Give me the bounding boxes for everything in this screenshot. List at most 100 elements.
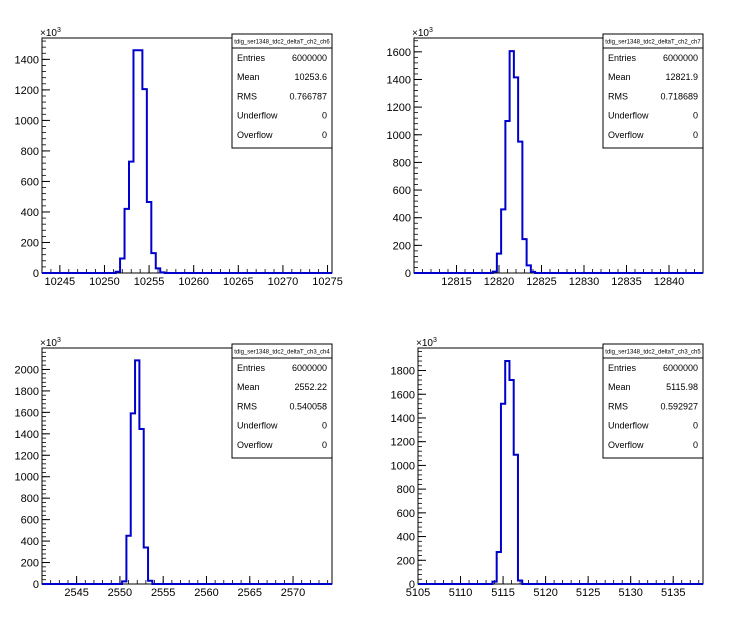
- stats-value: 0: [693, 421, 698, 431]
- x-tick-label: 10245: [45, 276, 76, 288]
- stats-label: Underflow: [608, 421, 649, 431]
- x-tick-label: 12835: [611, 276, 642, 288]
- stats-label: RMS: [237, 91, 257, 101]
- stats-value: 6000000: [292, 53, 327, 63]
- y-tick-label: 200: [21, 237, 39, 249]
- stats-label: Entries: [608, 53, 637, 63]
- stats-label: Underflow: [237, 421, 278, 431]
- y-tick-label: 1200: [391, 437, 415, 449]
- y-tick-label: 1000: [387, 130, 411, 142]
- histogram-outline: [418, 360, 703, 585]
- x-tick-label: 12840: [654, 276, 685, 288]
- stats-label: Overflow: [237, 130, 273, 140]
- histogram-panel-ch3-ch5: 0 200 400 600 800 1000 1200 1400 1600 1800 5105 511…: [391, 337, 704, 599]
- y-tick-label: 0: [405, 268, 411, 280]
- y-tick-label: 600: [21, 176, 39, 188]
- histogram-panel-ch3-ch4: 0 200 400 600 800 1000 1200 1400 1600 1800 2000 254…: [15, 337, 333, 599]
- stats-label: Overflow: [237, 440, 273, 450]
- x-tick-label: 12830: [569, 276, 600, 288]
- y-tick-label: 1000: [15, 115, 39, 127]
- y-tick-label: 1200: [15, 450, 39, 462]
- stats-label: Overflow: [608, 440, 644, 450]
- stats-label: Entries: [237, 53, 266, 63]
- y-tick-label: 0: [409, 579, 415, 591]
- stats-value: 6000000: [663, 363, 698, 373]
- stats-box-title: tdig_ser1348_tdc2_deltaT_ch3_ch5: [605, 350, 701, 356]
- x-tick-label: 2565: [238, 587, 262, 599]
- y-tick-label: 200: [393, 240, 411, 252]
- y-exponent-label: ×103: [416, 337, 437, 349]
- stats-box: [231, 343, 333, 459]
- histogram-panel-ch2-ch7: 0 200 400 600 800 1000 1200 1400 1600 12815 12820 1…: [387, 27, 704, 288]
- histogram-outline: [42, 359, 332, 585]
- stats-value: 0: [322, 421, 327, 431]
- x-tick-label: 5120: [533, 587, 557, 599]
- stats-label: RMS: [608, 401, 628, 411]
- stats-label: Entries: [608, 363, 637, 373]
- x-tick-label: 10275: [312, 276, 343, 288]
- stats-label: Underflow: [608, 111, 649, 121]
- x-tick-label: 10265: [223, 276, 254, 288]
- x-tick-label: 5105: [406, 587, 430, 599]
- x-tick-label: 10250: [89, 276, 120, 288]
- stats-value: 0: [322, 440, 327, 450]
- x-tick-label: 2555: [151, 587, 175, 599]
- stats-box: [231, 33, 333, 149]
- stats-box: [602, 33, 704, 149]
- y-exponent-label: ×103: [412, 27, 433, 39]
- y-tick-label: 0: [33, 268, 39, 280]
- y-tick-label: 1000: [15, 472, 39, 484]
- x-tick-label: 2545: [64, 587, 88, 599]
- stats-value: 10253.6: [294, 72, 327, 82]
- y-tick-label: 600: [21, 515, 39, 527]
- x-tick-label: 2560: [194, 587, 218, 599]
- stats-value: 0.766787: [289, 91, 327, 101]
- stats-value: 0: [322, 111, 327, 121]
- stats-label: Underflow: [237, 111, 278, 121]
- stats-value: 0: [693, 111, 698, 121]
- stats-value: 5115.98: [666, 382, 698, 392]
- stats-value: 6000000: [292, 363, 327, 373]
- y-tick-label: 1200: [387, 102, 411, 114]
- stats-value: 0.718689: [660, 91, 698, 101]
- stats-label: RMS: [608, 91, 628, 101]
- x-tick-label: 2550: [108, 587, 132, 599]
- stats-box: [602, 343, 704, 459]
- y-tick-label: 1800: [15, 386, 39, 398]
- y-tick-label: 1600: [15, 407, 39, 419]
- stats-value: 12821.9: [665, 72, 698, 82]
- x-tick-label: 10270: [268, 276, 299, 288]
- y-exponent-label: ×103: [40, 27, 61, 39]
- y-tick-label: 800: [21, 493, 39, 505]
- stats-label: Entries: [237, 363, 266, 373]
- y-tick-label: 600: [397, 508, 415, 520]
- stats-value: 2552.22: [294, 382, 327, 392]
- stats-label: RMS: [237, 401, 257, 411]
- stats-label: Overflow: [608, 130, 644, 140]
- x-tick-label: 12825: [526, 276, 557, 288]
- y-tick-label: 1400: [15, 429, 39, 441]
- histogram-panel-ch2-ch6: 0 200 400 600 800 1000 1200 1400 10245 10250 10255…: [15, 27, 343, 288]
- stats-value: 0: [693, 440, 698, 450]
- stats-box-title: tdig_ser1348_tdc2_deltaT_ch2_ch7: [605, 40, 701, 46]
- y-tick-label: 1000: [391, 460, 415, 472]
- y-tick-label: 400: [393, 213, 411, 225]
- x-tick-label: 5125: [576, 587, 600, 599]
- x-tick-label: 10255: [134, 276, 165, 288]
- y-tick-label: 800: [397, 484, 415, 496]
- stats-label: Mean: [608, 382, 631, 392]
- y-tick-label: 1400: [15, 54, 39, 66]
- y-tick-label: 200: [397, 555, 415, 567]
- y-tick-label: 1600: [391, 389, 415, 401]
- stats-box-title: tdig_ser1348_tdc2_deltaT_ch2_ch6: [234, 40, 330, 46]
- stats-value: 6000000: [663, 53, 698, 63]
- stats-value: 0: [322, 130, 327, 140]
- stats-box-title: tdig_ser1348_tdc2_deltaT_ch3_ch4: [234, 350, 330, 356]
- y-tick-label: 800: [393, 157, 411, 169]
- y-tick-label: 1400: [387, 74, 411, 86]
- y-tick-label: 200: [21, 558, 39, 570]
- x-tick-label: 5115: [491, 587, 515, 599]
- x-tick-label: 5135: [661, 587, 685, 599]
- y-tick-label: 1800: [391, 366, 415, 378]
